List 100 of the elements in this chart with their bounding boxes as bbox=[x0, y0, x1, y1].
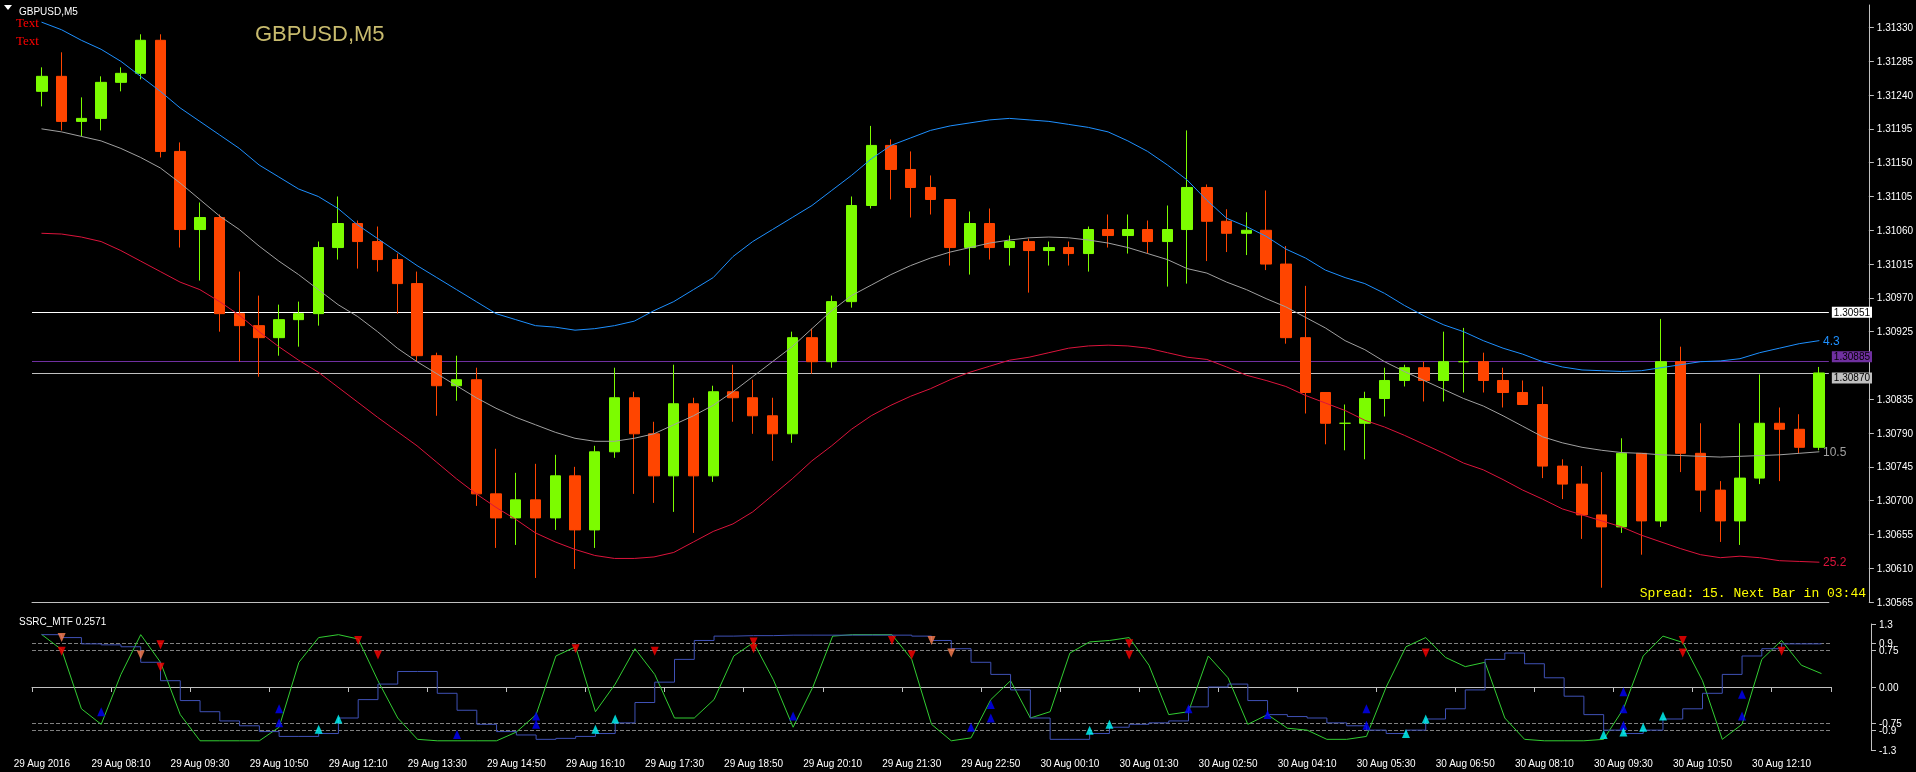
x-tick-label: 30 Aug 09:30 bbox=[1593, 757, 1654, 769]
candlestick bbox=[1576, 465, 1588, 540]
candlestick bbox=[964, 211, 976, 276]
candlestick bbox=[1557, 458, 1568, 500]
x-tick-label: 29 Aug 10:50 bbox=[249, 757, 310, 769]
candlestick bbox=[1004, 235, 1015, 267]
candlestick bbox=[56, 51, 67, 131]
y-tick-label: 1.31285 bbox=[1876, 55, 1914, 67]
y-tick-label: 1.31330 bbox=[1876, 22, 1914, 34]
point bbox=[986, 713, 995, 723]
y-tick-label: -0.9 bbox=[1879, 725, 1897, 737]
candlestick bbox=[1043, 241, 1055, 267]
candlestick bbox=[1300, 285, 1311, 415]
candlestick bbox=[471, 367, 482, 507]
point bbox=[1599, 729, 1608, 739]
candlestick bbox=[589, 445, 600, 549]
y-tick-label: 1.31015 bbox=[1876, 258, 1914, 270]
point bbox=[1619, 720, 1628, 730]
x-tick-label: 30 Aug 04:10 bbox=[1277, 757, 1338, 769]
y-tick-label: 1.30835 bbox=[1876, 393, 1914, 405]
y-tick-label: 1.30970 bbox=[1876, 292, 1914, 304]
x-tick-label: 29 Aug 17:30 bbox=[645, 757, 705, 769]
point bbox=[1401, 729, 1410, 739]
candlestick bbox=[234, 271, 245, 363]
point bbox=[532, 711, 541, 721]
point bbox=[1639, 722, 1648, 732]
candlestick bbox=[174, 141, 186, 249]
x-tick-label: 30 Aug 00:10 bbox=[1040, 757, 1100, 769]
candlestick bbox=[1063, 241, 1074, 267]
candlestick bbox=[905, 150, 916, 219]
candlestick bbox=[629, 391, 640, 495]
x-tick-label: 30 Aug 12:10 bbox=[1752, 757, 1812, 769]
candlestick bbox=[609, 367, 620, 459]
chart-title: SSRC_MTF 0.2571 bbox=[19, 615, 107, 627]
candlestick bbox=[115, 66, 127, 92]
candlestick bbox=[214, 214, 225, 333]
y-tick-label: -1.3 bbox=[1879, 744, 1897, 756]
x-tick-label: 29 Aug 20:10 bbox=[803, 757, 863, 769]
candlestick bbox=[1655, 318, 1667, 528]
point bbox=[789, 711, 798, 721]
point bbox=[1777, 646, 1786, 656]
annotation: GBPUSD,M5 bbox=[255, 20, 385, 46]
y-tick-label: 1.30655 bbox=[1876, 528, 1914, 540]
x-tick-label: 29 Aug 13:30 bbox=[407, 757, 468, 769]
candlestick bbox=[1241, 211, 1252, 256]
x-tick-label: 29 Aug 12:10 bbox=[328, 757, 389, 769]
candlestick bbox=[1339, 404, 1351, 451]
candlestick bbox=[1379, 367, 1390, 418]
y-tick-label: 1.31060 bbox=[1876, 224, 1914, 236]
chart-title: GBPUSD,M5 bbox=[19, 5, 79, 17]
ref-line-label: 1.30885 bbox=[1833, 351, 1871, 363]
point bbox=[354, 635, 363, 645]
candlestick bbox=[1537, 385, 1548, 479]
y-tick-label: 1.30790 bbox=[1876, 427, 1914, 439]
candlestick bbox=[1636, 452, 1647, 556]
point bbox=[650, 646, 659, 656]
candlestick bbox=[1280, 245, 1292, 345]
x-tick-label: 30 Aug 05:30 bbox=[1356, 757, 1417, 769]
x-tick-label: 29 Aug 22:50 bbox=[961, 757, 1021, 769]
candlestick bbox=[1102, 214, 1114, 249]
candlestick bbox=[885, 138, 897, 200]
candlestick bbox=[1794, 413, 1805, 454]
candlestick bbox=[1201, 183, 1213, 262]
point bbox=[275, 718, 284, 728]
candlestick bbox=[1734, 422, 1746, 546]
candlestick bbox=[1813, 366, 1825, 451]
point bbox=[591, 724, 600, 734]
candlestick bbox=[332, 195, 344, 261]
candlestick bbox=[253, 295, 265, 378]
candlestick bbox=[1458, 327, 1469, 393]
candlestick bbox=[451, 355, 462, 402]
ref-line-label: 1.30951 bbox=[1833, 306, 1871, 318]
point bbox=[1421, 648, 1430, 658]
candlestick bbox=[1359, 391, 1371, 460]
candlestick bbox=[846, 195, 857, 309]
annotation: Text bbox=[16, 15, 40, 30]
candlestick bbox=[767, 397, 778, 462]
point bbox=[57, 646, 66, 656]
x-tick-label: 29 Aug 16:10 bbox=[565, 757, 626, 769]
candlestick bbox=[688, 397, 699, 534]
candlestick bbox=[708, 385, 719, 483]
point bbox=[986, 699, 995, 709]
candlestick bbox=[1181, 129, 1193, 285]
ref-line-label: 1.30870 bbox=[1833, 372, 1871, 384]
candlestick bbox=[944, 198, 956, 267]
candlestick bbox=[1162, 205, 1173, 288]
series-label: 10.5 bbox=[1822, 444, 1847, 459]
point bbox=[749, 637, 758, 647]
x-tick-label: 30 Aug 01:30 bbox=[1119, 757, 1179, 769]
point bbox=[1738, 689, 1747, 699]
point bbox=[887, 635, 896, 645]
candlestick bbox=[826, 295, 837, 369]
candlestick bbox=[1438, 331, 1449, 402]
x-tick-label: 29 Aug 21:30 bbox=[882, 757, 942, 769]
candlestick bbox=[95, 75, 107, 131]
candlestick bbox=[313, 241, 324, 327]
point bbox=[1619, 727, 1628, 737]
candlestick bbox=[1418, 361, 1430, 402]
point bbox=[927, 635, 936, 645]
candlestick bbox=[1142, 220, 1153, 255]
